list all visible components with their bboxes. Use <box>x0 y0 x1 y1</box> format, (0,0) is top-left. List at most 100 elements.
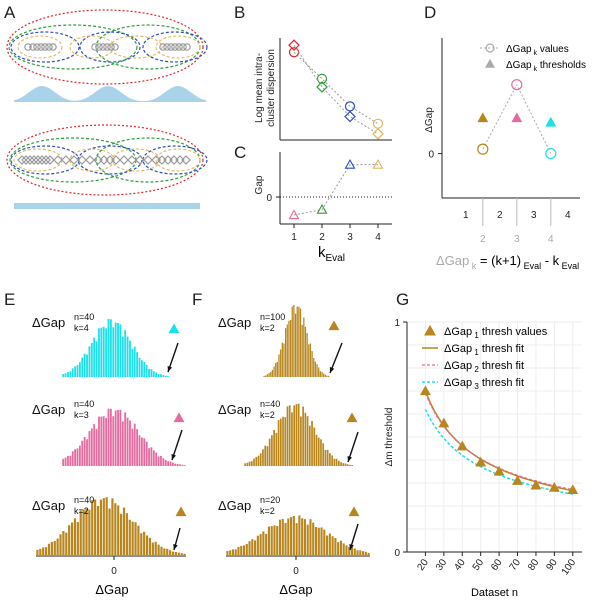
histogram-bar <box>164 459 167 466</box>
histogram-bar <box>67 371 69 377</box>
data-point <box>181 155 191 165</box>
panel-label-e: E <box>4 290 15 309</box>
histogram-bar <box>150 447 153 466</box>
histogram-bar <box>137 525 140 555</box>
histogram-bar <box>81 357 84 377</box>
histogram-bar <box>171 462 174 466</box>
histogram-bar <box>246 462 249 466</box>
histogram-bar <box>64 373 67 377</box>
data-point <box>45 155 55 165</box>
histogram-bar <box>121 421 124 466</box>
data-point <box>17 155 27 165</box>
histogram-bar <box>157 374 160 377</box>
data-point <box>29 43 37 51</box>
histogram-bar <box>154 541 157 555</box>
cluster-ellipse-red <box>6 9 204 85</box>
arrow-head <box>173 544 178 550</box>
legend-entry: ΔGap 2 thresh fit <box>444 360 524 374</box>
y-axis-label: Gap <box>254 175 265 194</box>
histogram-bar <box>262 531 265 555</box>
histogram-bar <box>155 452 158 466</box>
histogram-bar <box>105 497 108 555</box>
histogram-bar <box>335 458 338 466</box>
histogram-bar <box>298 515 301 555</box>
data-point <box>37 43 45 51</box>
data-point <box>45 43 53 51</box>
data-point <box>41 155 51 165</box>
histogram-bar <box>248 461 251 466</box>
histogram-bar <box>67 455 69 466</box>
histogram-bar <box>70 522 74 555</box>
histogram-bar <box>279 418 282 466</box>
y-axis-label: Log mean intra-cluster dispersion <box>254 49 277 127</box>
histogram-bar <box>102 326 105 377</box>
histogram-bar <box>296 306 298 377</box>
cluster-ellipse-blue <box>10 145 80 175</box>
histogram-bar <box>98 416 100 466</box>
histogram-bar <box>99 499 102 555</box>
panel-label-c: C <box>234 143 246 162</box>
histogram-bar <box>73 518 77 555</box>
histogram-label: ΔGap <box>218 402 251 417</box>
histogram-bar <box>315 434 318 466</box>
data-point <box>512 475 523 485</box>
histogram-bar <box>273 430 275 466</box>
legend: ΔGap 1 thresh values ΔGap 1 thresh fit ΔGa… <box>422 324 548 391</box>
histogram-bar <box>304 412 307 466</box>
y-axis-label: ΔGap <box>424 107 435 133</box>
cluster-ellipse-blue <box>142 145 208 175</box>
panel-c-chart: Gap kEval 0 1 2 3 4 <box>254 152 392 264</box>
histogram-bar <box>314 526 318 555</box>
histogram-bar <box>276 525 279 555</box>
histogram-bar <box>90 428 93 466</box>
x-tick-label: 40 <box>452 557 468 573</box>
histogram-bar <box>231 549 234 555</box>
x-axis-label: ΔGap <box>279 582 312 597</box>
histogram-bar <box>114 410 117 466</box>
data-point <box>159 43 167 51</box>
histogram-bar <box>157 456 160 466</box>
histogram-bar <box>160 546 163 555</box>
histogram-bar <box>234 549 237 555</box>
histogram-bar <box>278 354 280 377</box>
histogram-bar <box>176 463 179 466</box>
histogram-bar <box>162 458 165 466</box>
histogram-bar <box>64 457 67 466</box>
value-marker <box>477 143 489 155</box>
value-marker <box>511 79 523 91</box>
histogram-bar <box>93 337 96 377</box>
histogram-bar <box>119 409 122 466</box>
histogram-bar <box>86 439 88 466</box>
histogram-bar <box>140 533 143 555</box>
threshold-marker <box>348 506 360 517</box>
arrow-head <box>347 456 352 462</box>
threshold-marker <box>173 412 185 423</box>
histogram-bar <box>45 547 48 555</box>
histogram-e2: ΔGap n=40k=3 <box>32 399 186 466</box>
histogram-bar <box>69 371 72 377</box>
histogram-bar <box>306 524 309 555</box>
histogram-bar <box>143 531 146 555</box>
histogram-bar <box>320 527 323 555</box>
histogram-bar <box>259 453 262 466</box>
histogram-bar <box>78 362 81 377</box>
legend-marker <box>424 324 436 336</box>
histogram-bar <box>293 304 295 377</box>
histogram-bar <box>308 344 310 377</box>
legend-entry: ΔGap 1 thresh fit <box>444 343 524 357</box>
histogram-k-label: k=2 <box>260 323 275 333</box>
histogram-bar <box>267 526 270 555</box>
histogram-bar <box>109 319 112 377</box>
histogram-bar <box>322 443 325 466</box>
x-tick-label: 20 <box>415 557 431 573</box>
histogram-bar <box>169 461 172 466</box>
histogram-bar <box>42 547 45 555</box>
histogram-bar <box>181 464 184 466</box>
y-axis-label: Δm threshold <box>384 408 395 467</box>
histogram-label: ΔGap <box>32 498 65 513</box>
data-point <box>175 43 183 51</box>
data-point <box>344 110 356 123</box>
histogram-bar <box>160 455 162 466</box>
series-line <box>293 51 379 125</box>
histogram-bar <box>348 546 351 555</box>
